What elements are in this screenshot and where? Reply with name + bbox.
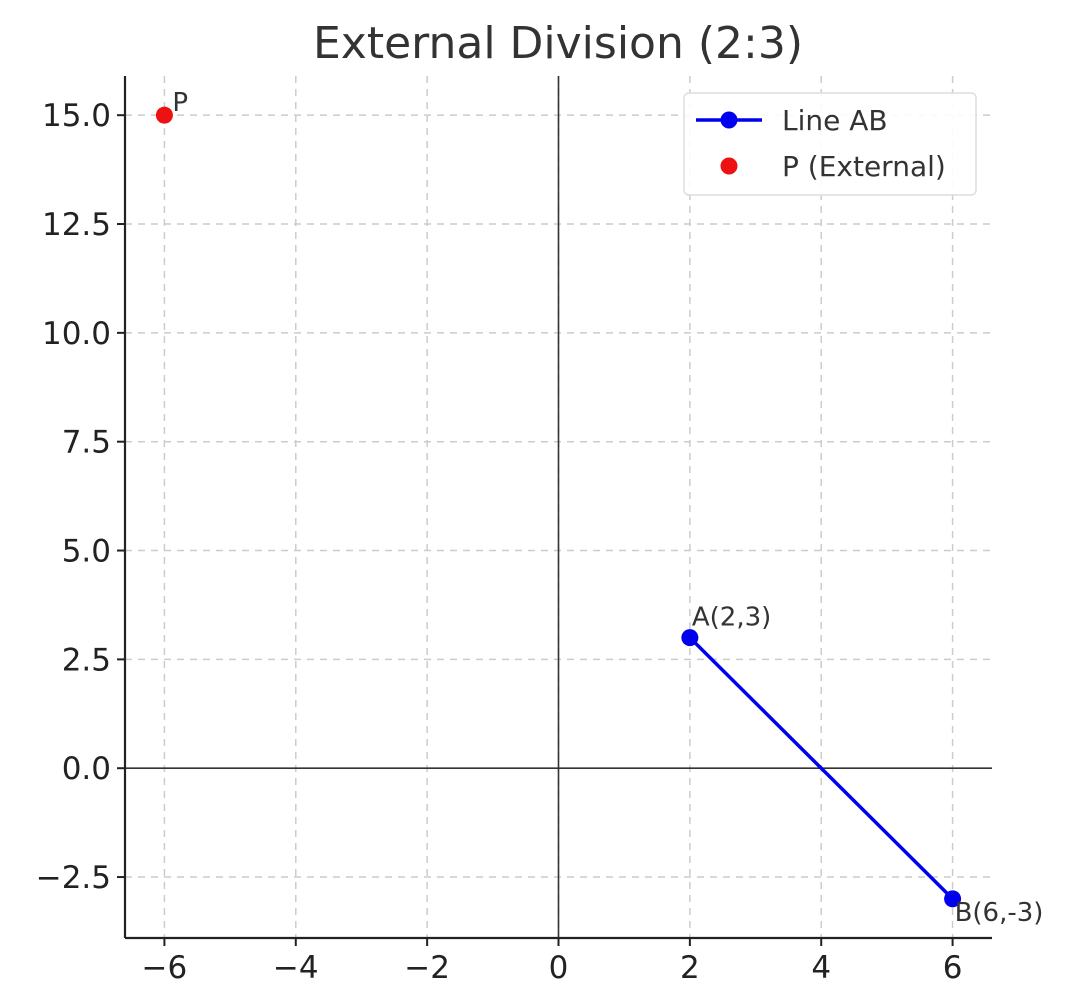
legend-entry-label: Line AB [782, 104, 888, 137]
x-tick-label: 2 [680, 950, 700, 986]
zero-axis-lines [125, 76, 992, 938]
x-tick-label: 6 [943, 950, 963, 986]
point-labels: A(2,3) B(6,-3) P [172, 88, 1043, 928]
legend-marker-swatch [720, 157, 738, 175]
x-tick-label: −6 [142, 950, 188, 986]
point-label: B(6,-3) [955, 898, 1044, 928]
legend-entry-label: P (External) [782, 150, 946, 183]
y-tick-label: 5.0 [62, 534, 111, 570]
x-tick-label: −2 [404, 950, 450, 986]
y-tick-label: 0.0 [62, 751, 111, 787]
point-label: A(2,3) [692, 603, 771, 633]
series [155, 106, 962, 908]
x-tick-label: −4 [273, 950, 319, 986]
legend: Line AB P (External) [683, 92, 977, 196]
chart-title: External Division (2:3) [313, 18, 803, 69]
data-point [155, 106, 173, 124]
point-label: P [172, 88, 188, 118]
y-tick-label: 12.5 [42, 207, 111, 243]
data-point [944, 890, 962, 908]
y-tick-label: 15.0 [42, 98, 111, 134]
x-tick-label: 4 [811, 950, 831, 986]
y-tick-label: 2.5 [62, 642, 111, 678]
data-point [681, 629, 699, 647]
series-line-ab [688, 636, 954, 901]
legend-marker-swatch [720, 111, 738, 129]
y-tick-label: −2.5 [36, 860, 111, 896]
axis-ticks: −6 −4 −2 0 2 4 6 −2.5 0.0 2.5 5.0 7.5 10.0 12.5 15.0 [36, 98, 963, 986]
x-tick-label: 0 [549, 950, 569, 986]
y-tick-label: 7.5 [62, 425, 111, 461]
y-tick-label: 10.0 [42, 316, 111, 352]
